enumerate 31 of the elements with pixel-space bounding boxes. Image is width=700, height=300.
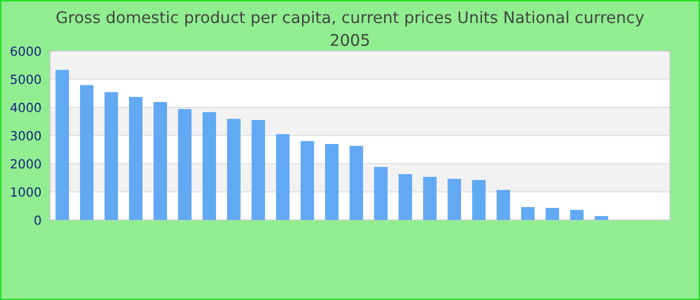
bar — [178, 109, 192, 220]
y-tick-label: 3000 — [10, 130, 41, 140]
bar — [202, 112, 216, 220]
bar — [546, 208, 560, 220]
bar — [154, 102, 168, 220]
bar — [350, 146, 364, 220]
bar — [448, 178, 462, 220]
bar — [594, 216, 608, 220]
bar — [325, 144, 339, 220]
bar — [80, 85, 94, 220]
bar — [496, 190, 510, 220]
bar — [300, 141, 314, 220]
bar — [104, 92, 118, 220]
y-tick-label: 2000 — [10, 159, 41, 169]
y-tick-label: 1000 — [11, 187, 41, 197]
bar — [276, 134, 290, 220]
chart-title: Gross domestic product per capita, current prices Units National currency 2005 — [56, 10, 644, 46]
bar — [398, 174, 412, 220]
bar — [521, 207, 535, 220]
bar — [570, 210, 584, 220]
y-tick-label: 0 — [34, 215, 41, 225]
bar — [129, 96, 143, 220]
bar — [252, 120, 266, 220]
bar — [374, 167, 388, 220]
y-tick-label: 4000 — [10, 102, 41, 112]
bar — [472, 180, 486, 220]
bar — [423, 176, 437, 220]
bar — [227, 118, 241, 220]
bar — [56, 70, 69, 220]
y-tick-label: 6000 — [10, 46, 41, 56]
y-tick-label: 5000 — [10, 74, 41, 84]
